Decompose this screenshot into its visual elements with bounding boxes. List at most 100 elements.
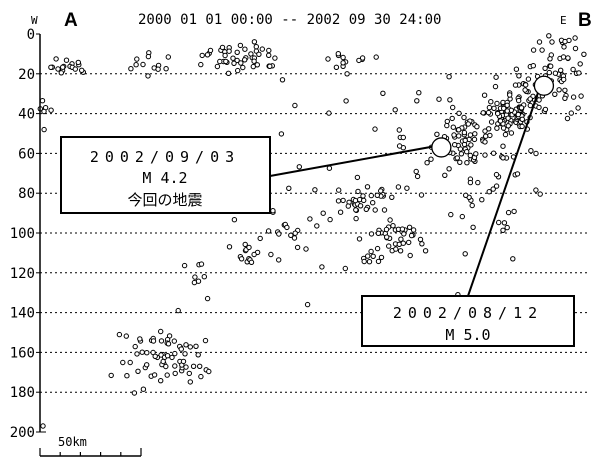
hypocenter-point [454,155,460,161]
hypocenter-point [192,274,198,280]
hypocenter-point [533,150,539,157]
hypocenter-point [226,48,232,54]
hypocenter-point [475,179,481,186]
hypocenter-point [158,378,164,384]
hypocenter-point [364,184,371,190]
hypocenter-point [372,126,378,132]
hypocenter-point [256,51,262,57]
hypocenter-point [361,197,367,204]
hypocenter-point [444,122,450,129]
hypocenter-point [572,35,578,41]
hypocenter-point [368,231,375,237]
hypocenter-point [79,67,85,74]
hypocenter-point [164,353,171,359]
hypocenter-point [286,185,292,192]
hypocenter-point [267,63,273,70]
hypocenter-point [383,226,390,233]
featured-events [431,75,555,158]
hypocenter-point [528,148,534,154]
hypocenter-point [562,38,568,45]
hypocenter-point [165,54,172,60]
hypocenter-point [63,57,70,63]
hypocenter-point [459,213,465,220]
hypocenter-point [171,338,178,344]
hypocenter-point [199,52,205,59]
hypocenter-point [519,123,525,130]
hypocenter-point [561,44,567,50]
hypocenter-point [414,98,420,104]
hypocenter-point [204,295,211,302]
hypocenter-point [451,132,457,138]
hypocenter-point [378,188,384,194]
hypocenter-point [500,125,507,131]
hypocenter-point [132,343,138,350]
hypocenter-point [343,98,349,104]
hypocenter-point [450,124,456,130]
hypocenter-point [537,191,543,197]
hypocenter-point [201,274,208,280]
y-axis-ticks: 0 20 40 60 80 100 120 140 160 180 200 [10,27,40,441]
hypocenter-point [242,241,248,248]
hypocenter-point [392,107,398,113]
hypocenter-point [276,257,282,263]
hypocenter-point [456,127,462,133]
hypocenter-point [231,60,237,66]
hypocenter-point [483,133,489,139]
hypocenter-point [513,66,520,72]
hypocenter-point [485,109,492,116]
hypocenter-point [527,102,533,109]
hypocenter-point [530,47,537,53]
hypocenter-point [444,118,450,125]
hypocenter-point [345,203,351,209]
hypocenter-point [314,223,320,229]
hypocenter-point [408,232,415,239]
hypocenter-point [372,207,378,213]
hypocenter-point [340,197,346,204]
hypocenter-point [482,139,488,145]
hypocenter-point [400,134,406,141]
hypocenter-point [552,91,558,98]
hypocenter-point [352,197,359,204]
hypocenter-point [418,192,425,198]
hypocenter-point [48,64,54,71]
hypocenter-point [463,192,469,199]
hypocenter-point [160,358,166,365]
hypocenter-point [198,373,204,380]
hypocenter-point [368,248,374,255]
hypocenter-point [530,62,536,69]
hypocenter-point [490,186,496,192]
hypocenter-point [133,61,139,68]
hypocenter-point [231,217,238,223]
hypocenter-point [468,142,474,148]
hypocenter-point [251,58,257,64]
hypocenter-point [41,108,47,115]
hypocenter-point [464,149,470,155]
y-tick-label: 0 [27,27,35,43]
hypocenter-point [204,52,211,58]
hypocenter-point [39,98,46,104]
hypocenter-point [542,65,548,72]
hypocenter-point [401,231,407,237]
hypocenter-point [242,46,248,52]
hypocenter-point [448,211,454,218]
hypocenter-point [471,136,478,143]
hypocenter-point [539,47,545,53]
hypocenter-point [366,259,373,265]
hypocenter-point [223,58,229,65]
hypocenter-point [390,223,396,229]
hypocenter-point [360,193,366,199]
hypocenter-point [272,55,278,61]
hypocenter-point [344,71,350,77]
hypocenter-point [556,87,562,93]
section-start-label: A [64,10,78,31]
section-end-label: B [578,10,592,31]
hypocenter-point [493,183,500,189]
hypocenter-point [237,42,244,49]
hypocenter-point [522,87,528,93]
hypocenter-point [542,106,549,113]
hypocenter-point [292,230,298,236]
hypocenter-point [246,244,252,251]
hypocenter-point [560,54,567,60]
hypocenter-point [357,203,364,209]
